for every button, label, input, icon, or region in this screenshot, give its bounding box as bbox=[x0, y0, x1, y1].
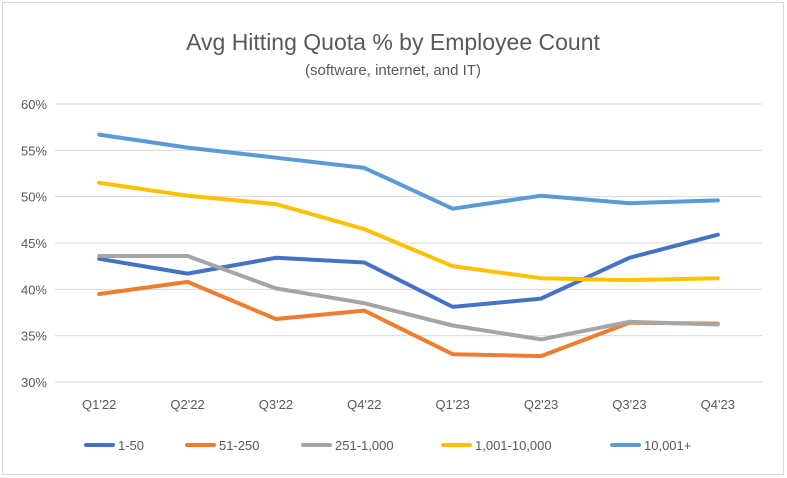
chart-title: Avg Hitting Quota % by Employee Count bbox=[186, 29, 600, 55]
y-tick-label: 60% bbox=[21, 97, 47, 112]
legend-label: 1,001-10,000 bbox=[475, 438, 552, 453]
legend-item: 1-50 bbox=[84, 438, 144, 453]
legend: 1-50 51-250 251-1,000 1,001-10,000 10,001+ bbox=[84, 438, 691, 453]
chart-subtitle: (software, internet, and IT) bbox=[305, 62, 481, 79]
x-axis-ticks: Q1'22 Q2'22 Q3'22 Q4'22 Q1'23 Q2'23 Q3'23 Q4'23 bbox=[82, 397, 735, 412]
legend-item: 251-1,000 bbox=[301, 438, 394, 453]
y-tick-label: 40% bbox=[21, 282, 47, 297]
y-tick-label: 45% bbox=[21, 236, 47, 251]
series-line-251-1-000 bbox=[97, 254, 720, 342]
series-line-10-001- bbox=[97, 132, 720, 211]
legend-label: 251-1,000 bbox=[335, 438, 394, 453]
x-tick-label: Q1'23 bbox=[436, 397, 470, 412]
gridlines bbox=[55, 103, 762, 383]
x-tick-label: Q2'22 bbox=[170, 397, 204, 412]
series-line-51-250 bbox=[97, 279, 720, 359]
x-tick-label: Q4'22 bbox=[347, 397, 381, 412]
x-tick-label: Q4'23 bbox=[701, 397, 735, 412]
x-tick-label: Q1'22 bbox=[82, 397, 116, 412]
series-lines bbox=[97, 132, 720, 359]
y-tick-label: 55% bbox=[21, 143, 47, 158]
legend-item: 1,001-10,000 bbox=[441, 438, 552, 453]
x-tick-label: Q3'22 bbox=[259, 397, 293, 412]
x-tick-label: Q2'23 bbox=[524, 397, 558, 412]
y-tick-label: 35% bbox=[21, 329, 47, 344]
legend-item: 10,001+ bbox=[610, 438, 691, 453]
y-tick-label: 30% bbox=[21, 375, 47, 390]
y-tick-label: 50% bbox=[21, 190, 47, 205]
legend-label: 51-250 bbox=[219, 438, 259, 453]
legend-label: 1-50 bbox=[118, 438, 144, 453]
y-axis-ticks: 30% 35% 40% 45% 50% 55% 60% bbox=[21, 97, 47, 390]
legend-item: 51-250 bbox=[185, 438, 259, 453]
series-line-1-001-10-000 bbox=[97, 180, 720, 283]
x-tick-label: Q3'23 bbox=[612, 397, 646, 412]
legend-label: 10,001+ bbox=[644, 438, 691, 453]
series-line-1-50 bbox=[97, 232, 720, 309]
